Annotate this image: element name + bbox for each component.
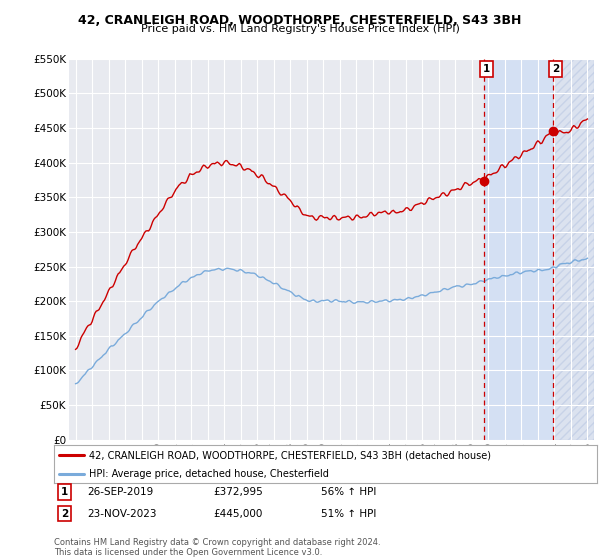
Text: 26-SEP-2019: 26-SEP-2019 <box>87 487 153 497</box>
Bar <box>484 59 553 440</box>
Text: 1: 1 <box>61 487 68 497</box>
Text: 51% ↑ HPI: 51% ↑ HPI <box>321 508 376 519</box>
Text: 56% ↑ HPI: 56% ↑ HPI <box>321 487 376 497</box>
Text: 2: 2 <box>552 64 559 74</box>
Text: Contains HM Land Registry data © Crown copyright and database right 2024.
This d: Contains HM Land Registry data © Crown c… <box>54 538 380 557</box>
Text: 1: 1 <box>483 64 490 74</box>
Text: £445,000: £445,000 <box>213 508 262 519</box>
Text: 2: 2 <box>61 508 68 519</box>
Text: 42, CRANLEIGH ROAD, WOODTHORPE, CHESTERFIELD, S43 3BH: 42, CRANLEIGH ROAD, WOODTHORPE, CHESTERF… <box>79 14 521 27</box>
Text: £372,995: £372,995 <box>213 487 263 497</box>
Text: 23-NOV-2023: 23-NOV-2023 <box>87 508 157 519</box>
Text: 42, CRANLEIGH ROAD, WOODTHORPE, CHESTERFIELD, S43 3BH (detached house): 42, CRANLEIGH ROAD, WOODTHORPE, CHESTERF… <box>89 450 491 460</box>
Text: HPI: Average price, detached house, Chesterfield: HPI: Average price, detached house, Ches… <box>89 469 329 479</box>
Text: Price paid vs. HM Land Registry's House Price Index (HPI): Price paid vs. HM Land Registry's House … <box>140 24 460 34</box>
Bar <box>553 59 594 440</box>
